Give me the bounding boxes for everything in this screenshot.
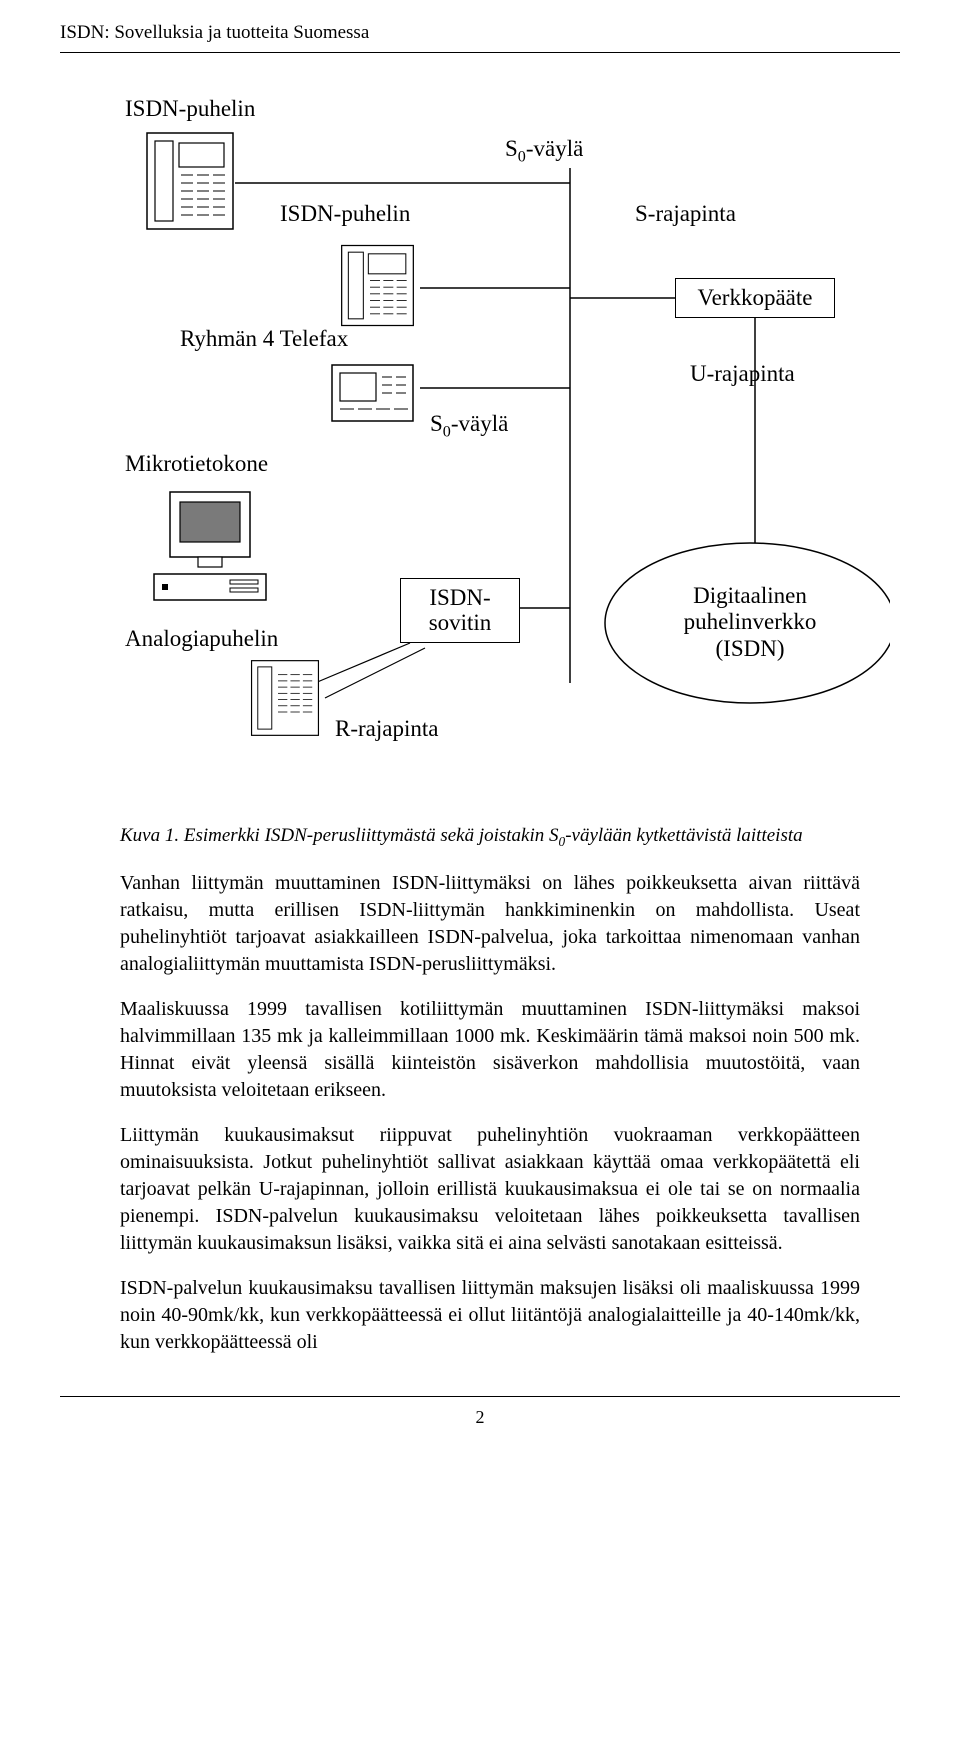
para-2: Maaliskuussa 1999 tavallisen kotiliittym… (120, 996, 860, 1104)
device-isdn-phone-1 (145, 131, 235, 239)
adapter-line1: ISDN- (429, 585, 490, 610)
para-1: Vanhan liittymän muuttaminen ISDN-liitty… (120, 870, 860, 978)
s0-2-s: S (430, 411, 443, 436)
para-3: Liittymän kuukausimaksut riippuvat puhel… (120, 1122, 860, 1257)
s0-2-tail: -väylä (451, 411, 508, 436)
digi-l2: puhelinverkko (684, 609, 817, 634)
device-isdn-phone-2 (340, 243, 415, 336)
label-s0-bus-2: S0-väylä (430, 408, 508, 443)
cap-prefix: Kuva 1. Esimerkki ISDN-perusliittymästä … (120, 825, 559, 846)
page-number: 2 (60, 1405, 900, 1429)
para-4: ISDN-palvelun kuukausimaksu tavallisen l… (120, 1275, 860, 1356)
label-s-interface: S-rajapinta (635, 198, 736, 229)
digi-l3: (ISDN) (716, 636, 785, 661)
body-content: Kuva 1. Esimerkki ISDN-perusliittymästä … (60, 823, 900, 1357)
label-u-interface: U-rajapinta (690, 358, 795, 389)
page-header: ISDN: Sovelluksia ja tuotteita Suomessa (60, 20, 900, 46)
label-microcomputer: Mikrotietokone (125, 448, 268, 479)
label-isdn-phone-1: ISDN-puhelin (125, 93, 255, 124)
device-computer (150, 488, 270, 616)
isdn-diagram: ISDN-puhelin ISDN-puhelin (70, 93, 890, 793)
device-analog-phone (250, 658, 320, 746)
s0-2-sub: 0 (443, 423, 451, 440)
box-network-terminal: Verkkopääte (675, 278, 835, 318)
header-rule (60, 52, 900, 53)
figure-caption: Kuva 1. Esimerkki ISDN-perusliittymästä … (120, 823, 860, 851)
device-fax (330, 363, 415, 431)
digi-l1: Digitaalinen (693, 583, 807, 608)
label-s0-bus-1: S0-väylä (505, 133, 583, 168)
ellipse-text: Digitaalinen puhelinverkko (ISDN) (650, 583, 850, 662)
cap-tail: -väylään kytkettävistä laitteista (565, 825, 802, 846)
adapter-line2: sovitin (429, 610, 492, 635)
label-analog-phone: Analogiapuhelin (125, 623, 278, 654)
network-terminal-text: Verkkopääte (698, 285, 813, 310)
label-group4-fax: Ryhmän 4 Telefax (180, 323, 348, 354)
s0-1-s: S (505, 136, 518, 161)
box-isdn-adapter: ISDN- sovitin (400, 578, 520, 643)
s0-1-sub: 0 (518, 148, 526, 165)
footer-rule (60, 1396, 900, 1397)
label-r-interface: R-rajapinta (335, 713, 438, 744)
label-isdn-phone-2: ISDN-puhelin (280, 198, 410, 229)
s0-1-tail: -väylä (526, 136, 583, 161)
